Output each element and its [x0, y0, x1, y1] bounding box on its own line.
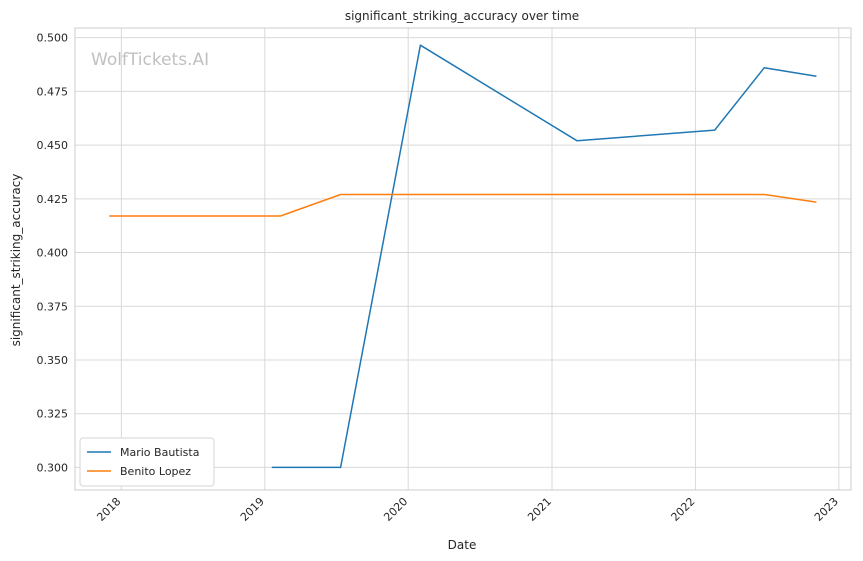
- grid-lines: [75, 28, 851, 490]
- x-tick-labels: 2018 2019 2020 2021 2022 2023: [94, 495, 840, 524]
- y-tick-label: 0.375: [37, 300, 69, 313]
- y-tick-label: 0.500: [37, 32, 69, 45]
- legend-label-mario-bautista: Mario Bautista: [120, 446, 199, 459]
- x-tick-label: 2019: [238, 495, 267, 524]
- y-tick-labels: 0.300 0.325 0.350 0.375 0.400 0.425 0.450 0.475…: [37, 32, 69, 475]
- x-axis-label: Date: [448, 538, 477, 552]
- legend: Mario Bautista Benito Lopez: [79, 437, 215, 487]
- watermark-text: WolfTickets.AI: [91, 50, 209, 70]
- y-tick-label: 0.350: [37, 354, 69, 367]
- y-tick-label: 0.400: [37, 247, 69, 260]
- plot-area-frame: [74, 27, 852, 491]
- series-lines: [109, 44, 817, 469]
- legend-label-benito-lopez: Benito Lopez: [120, 465, 191, 478]
- legend-box: [79, 437, 215, 487]
- x-tick-label: 2021: [525, 495, 554, 524]
- y-tick-label: 0.300: [37, 461, 69, 474]
- y-tick-label: 0.425: [37, 193, 69, 206]
- y-tick-label: 0.325: [37, 408, 69, 421]
- y-axis-label: significant_striking_accuracy: [9, 174, 23, 347]
- x-tick-label: 2020: [381, 495, 410, 524]
- x-tick-label: 2022: [669, 495, 698, 524]
- y-tick-label: 0.475: [37, 85, 69, 98]
- series-line-mario-bautista: [271, 44, 817, 469]
- x-tick-label: 2018: [94, 495, 123, 524]
- y-tick-label: 0.450: [37, 139, 69, 152]
- x-tick-label: 2023: [812, 495, 841, 524]
- series-line-benito-lopez: [109, 193, 817, 217]
- chart-title: significant_striking_accuracy over time: [345, 9, 579, 23]
